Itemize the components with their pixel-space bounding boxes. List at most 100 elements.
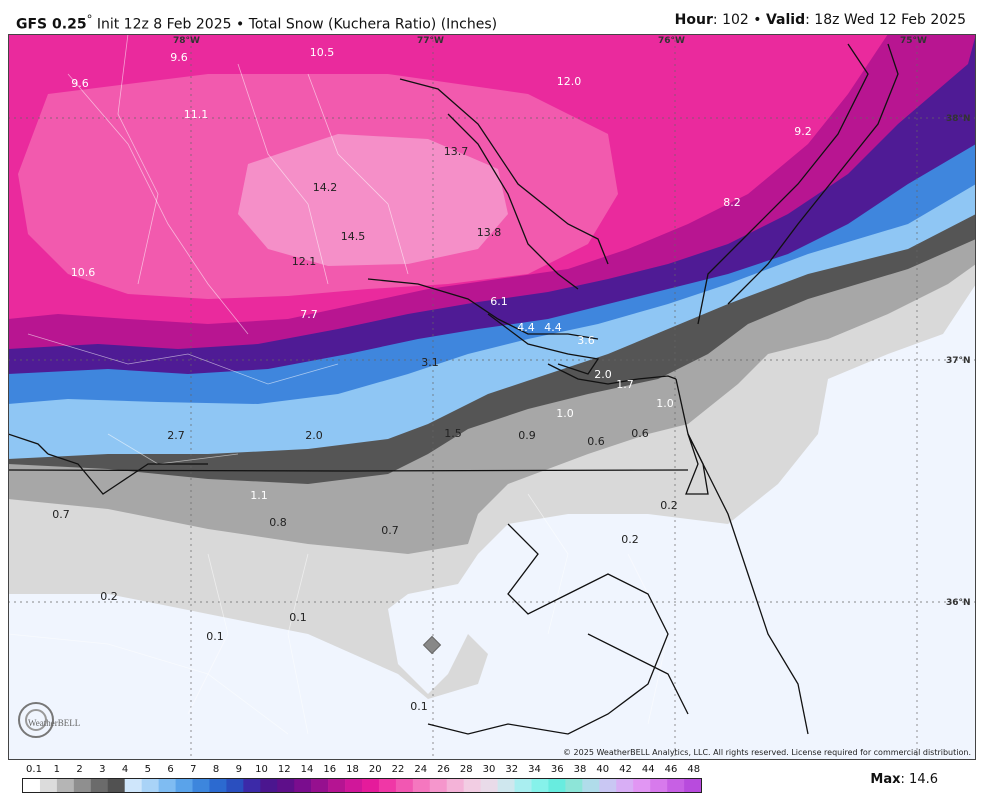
legend-tick-label: 36 [550, 764, 564, 775]
legend-tick-label: 6 [167, 764, 174, 775]
value-label: 0.1 [410, 700, 428, 713]
legend-tick-label: 38 [573, 764, 587, 775]
legend-swatch [260, 779, 278, 792]
value-label: 12.1 [292, 255, 317, 268]
valid-time-header: Hour: 102 • Valid: 18z Wed 12 Feb 2025 [674, 12, 966, 28]
value-label: 1.0 [556, 407, 574, 420]
value-label: 12.0 [557, 75, 582, 88]
value-label: 0.2 [100, 590, 118, 603]
value-label: 0.1 [206, 630, 224, 643]
legend-swatch [345, 779, 363, 792]
legend-tick-label: 42 [619, 764, 632, 775]
value-label: 3.1 [421, 356, 439, 369]
value-label: 1.7 [616, 378, 634, 391]
legend-tick-label: 12 [277, 764, 291, 775]
legend-swatch [497, 779, 515, 792]
legend-swatch [395, 779, 414, 792]
legend-swatch [192, 779, 210, 792]
legend-tick-label: 44 [641, 764, 655, 775]
weatherbell-logo: WeatherBELL [18, 702, 80, 738]
snow-band-lightest-pink [238, 134, 508, 266]
legend-color-bar [22, 778, 702, 793]
product-name: Total Snow (Kuchera Ratio) (Inches) [248, 16, 498, 33]
coastline [8, 43, 899, 735]
legend-swatch [243, 779, 261, 792]
lat-label-38: 38°N [946, 114, 971, 124]
legend-tick-label: 9 [235, 764, 242, 775]
value-label: 11.1 [184, 108, 209, 121]
legend-swatch [650, 779, 668, 792]
legend-tick-label: 0.1 [26, 764, 42, 775]
legend-swatch [209, 779, 227, 792]
legend-tick-label: 5 [144, 764, 151, 775]
value-label: 9.6 [71, 77, 89, 90]
value-label: 14.2 [313, 181, 338, 194]
chart-title: GFS 0.25° Init 12z 8 Feb 2025 • Total Sn… [16, 12, 498, 33]
legend-tick-label: 26 [437, 764, 450, 775]
value-label: 1.5 [444, 427, 462, 440]
lon-label-75: 75°W [900, 36, 927, 46]
legend-swatch [446, 779, 464, 792]
legend-swatch [141, 779, 159, 792]
value-label: 0.2 [660, 499, 678, 512]
value-label: 0.6 [631, 427, 649, 440]
value-label: 0.7 [52, 508, 70, 521]
legend-tick-label: 20 [368, 764, 382, 775]
legend-swatch [328, 779, 346, 792]
legend-tick-label: 30 [482, 764, 496, 775]
legend-swatch [514, 779, 532, 792]
legend-tick-label: 7 [190, 764, 197, 775]
copyright-notice: © 2025 WeatherBELL Analytics, LLC. All r… [563, 748, 971, 757]
lon-label-77: 77°W [417, 36, 444, 46]
valid-label: Valid [765, 12, 806, 28]
legend-tick-label: 16 [323, 764, 337, 775]
legend-swatch [565, 779, 583, 792]
model-name: GFS 0.25 [16, 16, 87, 33]
legend-swatch [73, 779, 92, 792]
max-value: Max: 14.6 [870, 772, 938, 787]
city-marker [422, 635, 442, 655]
value-label: 2.7 [167, 429, 185, 442]
value-label: 0.6 [587, 435, 605, 448]
snowfall-map: 78°W 77°W 76°W 75°W 38°N 37°N 36°N 10.5 … [8, 34, 976, 760]
legend-tick-label: 8 [212, 764, 220, 775]
value-label: 4.4 [544, 321, 562, 334]
legend-tick-label: 48 [687, 764, 701, 775]
legend-swatch [599, 779, 617, 792]
value-label: 14.5 [341, 230, 366, 243]
legend-swatch [175, 779, 193, 792]
legend-swatch [107, 779, 125, 792]
state-boundary [8, 469, 689, 472]
lat-lon-grid [8, 34, 976, 760]
legend-tick-label: 1 [53, 764, 60, 775]
legend-tick-label: 28 [459, 764, 473, 775]
legend-swatch [226, 779, 244, 792]
lat-label-36: 36°N [946, 598, 971, 608]
legend-swatch [277, 779, 295, 792]
legend-swatch [158, 779, 176, 792]
value-label: 4.4 [517, 321, 535, 334]
legend-swatch [463, 779, 481, 792]
value-label: 8.2 [723, 196, 741, 209]
value-label: 13.7 [444, 145, 469, 158]
legend-swatch [667, 779, 685, 792]
legend-tick-label: 3 [99, 764, 106, 775]
legend-swatch [23, 779, 41, 792]
legend-swatch [294, 779, 312, 792]
legend-tick-label: 4 [121, 764, 129, 775]
legend-tick-label: 2 [76, 764, 83, 775]
legend-swatch [633, 779, 651, 792]
valid-value: 18z Wed 12 Feb 2025 [814, 12, 966, 28]
value-label: 3.6 [577, 334, 595, 347]
svg-text:WeatherBELL: WeatherBELL [28, 718, 80, 728]
legend-swatch [616, 779, 634, 792]
legend-swatch [429, 779, 448, 792]
legend-tick-label: 22 [391, 764, 405, 775]
value-label: 0.9 [518, 429, 536, 442]
lon-label-76: 76°W [658, 36, 685, 46]
legend-swatch [362, 779, 380, 792]
lat-label-37: 37°N [946, 356, 971, 366]
legend-swatch [56, 779, 75, 792]
legend-swatch [311, 779, 329, 792]
legend-tick-label: 34 [528, 764, 541, 775]
